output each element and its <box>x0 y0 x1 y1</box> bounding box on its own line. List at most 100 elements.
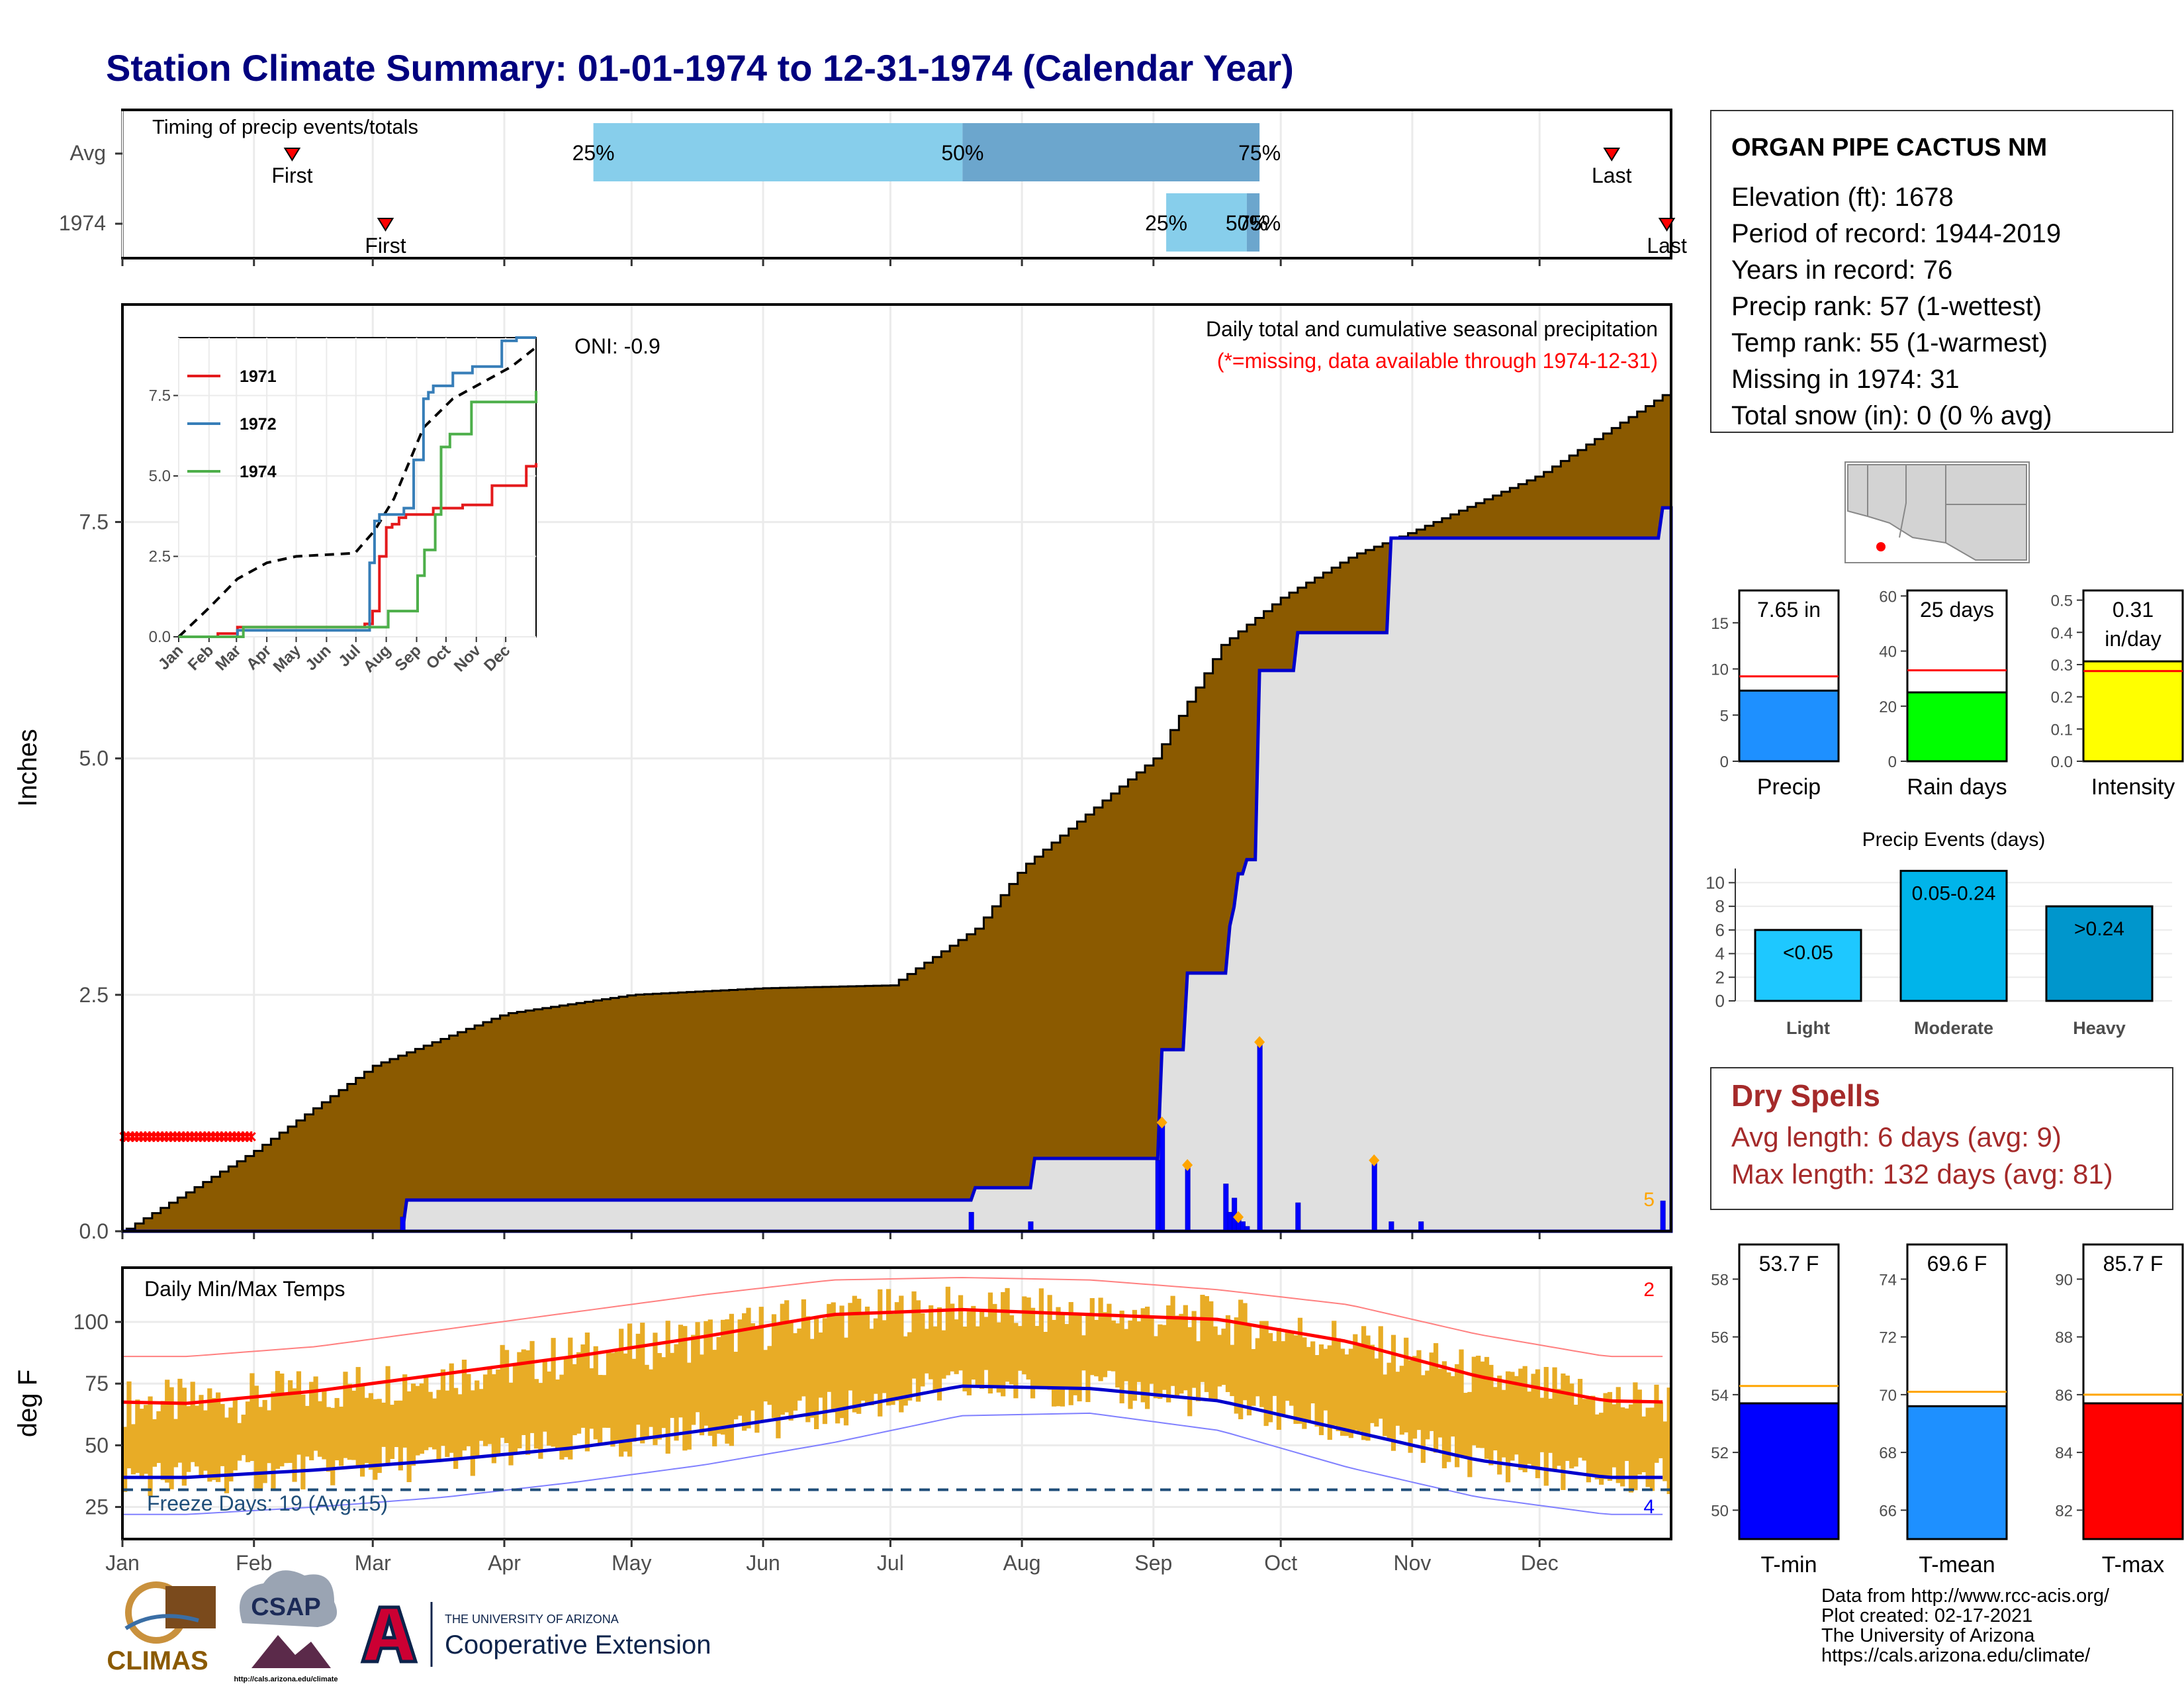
daily-temp-bar <box>907 1332 913 1401</box>
temp-x-axis: Jan Feb Mar Apr May Jun Jul Aug Sep Oct Nov Dec <box>105 1539 1559 1575</box>
daily-temp-bar <box>1543 1367 1549 1486</box>
daily-temp-bar <box>742 1313 747 1431</box>
timing-title: Timing of precip events/totals <box>152 115 418 138</box>
daily-temp-bar <box>122 1427 128 1492</box>
daily-temp-bar <box>1620 1407 1625 1487</box>
daily-temp-bar <box>338 1406 344 1466</box>
daily-temp-bar <box>1522 1366 1527 1473</box>
summary-tick-label-y-0: 0.0 <box>2051 753 2073 771</box>
daily-temp-bar <box>1085 1314 1091 1403</box>
month-label-1: Feb <box>236 1551 272 1575</box>
daily-temp-bar <box>818 1332 823 1398</box>
heavy-event-marker-icon <box>1254 1036 1265 1049</box>
daily-temp-bar <box>911 1291 917 1379</box>
daily-temp-bar <box>1429 1352 1434 1431</box>
daily-temp-bar <box>330 1407 336 1485</box>
summary-chart-T-mean: 66 68 70 72 74 69.6 F T-mean <box>1879 1243 2008 1577</box>
daily-temp-bar <box>929 1305 934 1380</box>
daily-temp-bar <box>130 1424 136 1475</box>
daily-temp-bar <box>780 1303 785 1415</box>
summary-chart-T-min: 50 52 54 56 58 53.7 F T-min <box>1711 1243 1840 1577</box>
month-label-4: May <box>612 1551 651 1575</box>
daily-temp-bar <box>784 1300 790 1413</box>
daily-temp-bar <box>1539 1397 1545 1452</box>
heavy-event-marker-icon <box>1233 1211 1244 1223</box>
daily-temp-bar <box>216 1392 221 1482</box>
timing-row-label: Avg <box>69 141 106 165</box>
daily-temp-bar <box>1441 1361 1447 1469</box>
summary-chart-title: Precip <box>1757 774 1821 800</box>
daily-temp-bar <box>156 1411 161 1464</box>
temp-tick-label-y-3: 100 <box>73 1310 109 1334</box>
daily-temp-bar <box>1463 1393 1469 1457</box>
daily-temp-bar <box>920 1313 925 1387</box>
daily-temp-bar <box>1378 1326 1383 1419</box>
daily-temp-bar <box>805 1316 811 1423</box>
daily-temp-bar <box>313 1376 318 1451</box>
summary-value-label-unit: in/day <box>2105 627 2161 651</box>
temp-tick-label-y-2: 75 <box>85 1372 109 1395</box>
daily-temp-bar <box>936 1307 942 1401</box>
daily-temp-bar <box>533 1379 539 1449</box>
daily-temp-bar <box>1060 1314 1066 1407</box>
daily-temp-bar <box>1281 1341 1286 1417</box>
month-label-8: Sep <box>1134 1551 1172 1575</box>
dry-spells-title: Dry Spells <box>1731 1078 1880 1113</box>
daily-temp-bar <box>1484 1356 1490 1459</box>
timing-last-label: Last <box>1647 234 1687 258</box>
daily-temp-bar <box>126 1381 132 1469</box>
daily-temp-bar <box>1654 1384 1659 1463</box>
daily-temp-bar <box>716 1336 721 1434</box>
daily-temp-bar <box>220 1403 225 1466</box>
daily-temp-bar <box>1034 1326 1040 1389</box>
daily-temp-bar <box>1073 1315 1078 1395</box>
daily-temp-bar <box>1204 1295 1210 1392</box>
csap-text: CSAP <box>251 1593 321 1621</box>
events-bar-label-Heavy: >0.24 <box>2074 918 2124 940</box>
daily-temp-bar <box>827 1303 832 1392</box>
month-label-2: Mar <box>355 1551 391 1575</box>
daily-temp-bar <box>1514 1376 1520 1455</box>
summary-chart-title: T-mean <box>1919 1552 1995 1577</box>
summary-bar-value <box>2082 1402 2184 1540</box>
inset-tick-label-y-3: 7.5 <box>149 387 171 404</box>
daily-temp-bar <box>245 1401 251 1462</box>
daily-temp-bar <box>1263 1321 1269 1427</box>
daily-temp-bar <box>542 1360 547 1432</box>
daily-temp-bar <box>461 1360 467 1451</box>
month-label-0: Jan <box>105 1551 140 1575</box>
daily-temp-bar <box>1577 1379 1583 1458</box>
daily-temp-bar <box>555 1379 561 1450</box>
daily-temp-bar <box>203 1410 208 1471</box>
daily-temp-bar <box>381 1402 387 1447</box>
precip-events-chart: Precip Events (days) 0 2 4 6 8 10 <0.05 Light 0.0… <box>1706 829 2172 1038</box>
csap-mountain-icon <box>251 1635 331 1668</box>
daily-temp-bar <box>1255 1338 1260 1397</box>
daily-temp-bar <box>355 1367 361 1468</box>
daily-temp-bar <box>1230 1344 1235 1397</box>
timing-p75-label: 75% <box>1238 211 1281 235</box>
daily-temp-bar <box>1094 1319 1099 1377</box>
daily-temp-bar <box>491 1374 496 1464</box>
daily-temp-bar <box>839 1305 844 1419</box>
daily-temp-bar <box>941 1330 946 1379</box>
daily-temp-bar <box>1603 1393 1608 1479</box>
daily-temp-bar <box>1548 1398 1553 1453</box>
daily-temp-bar <box>1374 1358 1379 1427</box>
daily-temp-bar <box>860 1313 866 1401</box>
daily-temp-bar <box>1641 1416 1647 1473</box>
events-category-label-Heavy: Heavy <box>2073 1018 2126 1038</box>
inset-frame <box>178 337 537 637</box>
daily-temp-bar <box>292 1388 297 1482</box>
temp-lines <box>122 1276 1671 1515</box>
summary-tick-label-y-2: 54 <box>1711 1387 1729 1405</box>
inset-tick-label-y-0: 0.0 <box>149 628 171 646</box>
daily-temp-bar <box>1612 1404 1617 1468</box>
record-max-line <box>122 1276 1663 1358</box>
daily-temp-bar <box>1658 1402 1663 1458</box>
daily-temp-bar <box>843 1337 849 1426</box>
precip-frame <box>121 303 1672 1233</box>
daily-temp-bar <box>232 1399 238 1471</box>
precip-tick-label-y-0: 0.0 <box>79 1219 109 1243</box>
daily-temp-bar <box>797 1328 802 1401</box>
